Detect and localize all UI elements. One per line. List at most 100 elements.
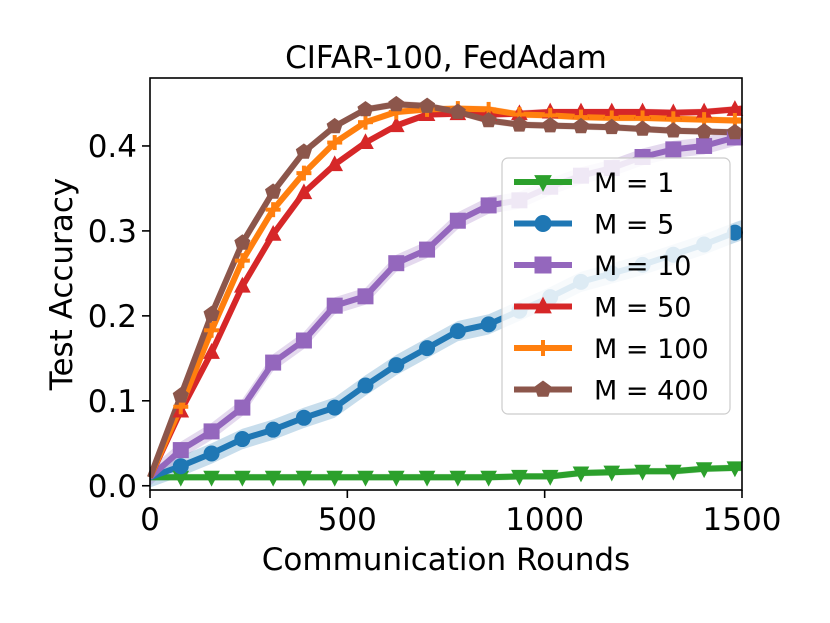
y-tick-label: 0.4 bbox=[88, 129, 137, 165]
data-point-m-400 bbox=[603, 118, 620, 135]
x-tick-label: 1000 bbox=[505, 502, 584, 538]
data-point-m-5 bbox=[326, 399, 343, 416]
y-axis-label: Test Accuracy bbox=[44, 178, 80, 391]
data-point-m-10 bbox=[665, 141, 682, 158]
data-point-m-50 bbox=[234, 276, 251, 293]
data-point-m-10 bbox=[480, 197, 497, 214]
data-point-m-10 bbox=[388, 255, 405, 272]
data-point-m-100 bbox=[265, 202, 281, 218]
data-point-m-50 bbox=[357, 133, 374, 150]
data-point-m-400 bbox=[665, 122, 682, 138]
data-point-m-50 bbox=[295, 183, 313, 200]
data-point-m-5 bbox=[357, 377, 374, 394]
data-point-m-5 bbox=[388, 357, 405, 374]
legend-label-m-50: M = 50 bbox=[594, 293, 691, 324]
data-point-m-1 bbox=[203, 470, 220, 487]
legend-label-m-1: M = 1 bbox=[594, 168, 674, 199]
data-point-m-400 bbox=[388, 95, 405, 112]
y-axis-ticks: 0.0 0.1 0.2 0.3 0.4 bbox=[88, 129, 150, 505]
data-point-m-10 bbox=[357, 288, 374, 305]
data-point-m-400 bbox=[634, 120, 651, 136]
data-point-m-1 bbox=[603, 465, 621, 482]
legend-label-m-100: M = 100 bbox=[594, 334, 709, 365]
x-tick-label: 1500 bbox=[703, 502, 782, 538]
data-point-m-400 bbox=[172, 387, 189, 403]
legend-marker-m-10 bbox=[534, 256, 552, 274]
data-point-m-1 bbox=[387, 470, 405, 487]
y-tick-label: 0.2 bbox=[88, 299, 137, 335]
data-point-m-1 bbox=[357, 470, 374, 487]
data-point-m-10 bbox=[419, 241, 436, 258]
data-point-m-10 bbox=[295, 332, 312, 349]
legend-label-m-5: M = 5 bbox=[594, 210, 674, 241]
data-point-m-1 bbox=[511, 469, 528, 486]
data-point-m-10 bbox=[265, 354, 282, 371]
data-point-m-1 bbox=[418, 470, 436, 487]
data-point-m-100 bbox=[204, 322, 220, 338]
data-point-m-5 bbox=[295, 409, 312, 426]
x-tick-label: 0 bbox=[140, 502, 160, 538]
data-point-m-400 bbox=[203, 305, 220, 321]
legend-marker-m-400 bbox=[534, 380, 552, 397]
data-point-m-1 bbox=[326, 470, 344, 487]
data-point-m-5 bbox=[172, 458, 189, 475]
data-point-m-50 bbox=[326, 155, 344, 172]
data-point-m-400 bbox=[295, 143, 312, 159]
data-point-m-50 bbox=[387, 116, 405, 133]
data-point-m-10 bbox=[172, 442, 189, 459]
legend-label-m-10: M = 10 bbox=[594, 251, 691, 282]
x-tick-label: 500 bbox=[318, 502, 377, 538]
data-point-m-1 bbox=[695, 462, 713, 479]
data-point-m-5 bbox=[419, 340, 436, 357]
data-point-m-10 bbox=[203, 423, 220, 440]
data-point-m-10 bbox=[696, 137, 713, 154]
x-axis-label: Communication Rounds bbox=[262, 542, 630, 578]
data-point-m-5 bbox=[480, 316, 497, 333]
data-point-m-5 bbox=[234, 431, 251, 448]
data-point-m-5 bbox=[265, 421, 282, 438]
data-point-m-10 bbox=[326, 297, 343, 314]
data-point-m-400 bbox=[696, 122, 713, 139]
data-point-m-50 bbox=[264, 224, 282, 241]
data-point-m-1 bbox=[572, 466, 590, 483]
data-point-m-400 bbox=[572, 117, 590, 134]
data-point-m-10 bbox=[234, 399, 251, 416]
y-tick-label: 0.0 bbox=[88, 469, 137, 505]
data-point-m-10 bbox=[449, 212, 466, 229]
legend-label-m-400: M = 400 bbox=[594, 376, 709, 407]
data-point-m-400 bbox=[419, 97, 436, 113]
data-point-m-400 bbox=[511, 116, 528, 132]
data-point-m-400 bbox=[542, 117, 559, 133]
data-point-m-400 bbox=[357, 100, 374, 117]
data-point-m-400 bbox=[326, 117, 343, 134]
data-point-m-1 bbox=[480, 470, 497, 487]
data-point-m-100 bbox=[327, 135, 343, 151]
data-point-m-5 bbox=[449, 323, 466, 340]
legend-marker-m-100 bbox=[535, 340, 551, 356]
data-point-m-50 bbox=[203, 343, 220, 359]
data-point-m-400 bbox=[480, 111, 497, 128]
data-point-m-1 bbox=[264, 470, 282, 487]
plot-frame bbox=[149, 77, 743, 491]
data-point-m-400 bbox=[234, 234, 251, 250]
y-tick-label: 0.1 bbox=[88, 384, 137, 420]
data-point-m-5 bbox=[203, 445, 220, 462]
data-point-m-1 bbox=[634, 464, 651, 481]
legend: M = 1 M = 5 M = 10 M = 50 M = 100 M = 400 bbox=[501, 157, 731, 415]
data-point-m-1 bbox=[664, 464, 682, 481]
data-point-m-1 bbox=[726, 461, 744, 478]
x-axis-ticks: 0 500 1000 1500 bbox=[140, 490, 781, 538]
y-tick-label: 0.3 bbox=[88, 214, 137, 250]
legend-marker-m-50 bbox=[534, 296, 552, 314]
data-point-m-100 bbox=[296, 165, 312, 181]
chart-title: CIFAR-100, FedAdam bbox=[285, 40, 607, 76]
legend-marker-m-5 bbox=[534, 215, 552, 232]
legend-marker-m-1 bbox=[534, 175, 552, 192]
data-point-m-1 bbox=[295, 470, 313, 487]
data-point-m-1 bbox=[449, 470, 467, 487]
data-point-m-1 bbox=[234, 470, 251, 487]
data-point-m-400 bbox=[265, 183, 282, 199]
data-point-m-400 bbox=[449, 103, 466, 119]
data-point-m-1 bbox=[541, 469, 559, 486]
